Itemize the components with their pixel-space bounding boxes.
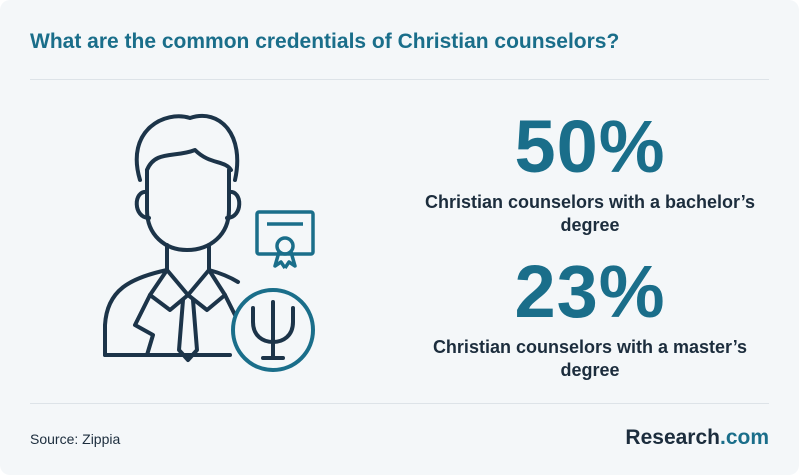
brand-suffix: .com [719,426,769,449]
divider [30,403,769,404]
brand-name: Research [625,426,720,449]
stat-block: 50% Christian counselors with a bachelor… [420,107,760,237]
stat-description: Christian counselors with a bachelor’s d… [424,192,756,235]
counselor-icon [103,114,315,372]
divider [30,79,769,80]
stat-block: 23% Christian counselors with a master’s… [420,252,760,382]
source: Source: Zippia [30,431,121,447]
stat-description: Christian counselors with a master’s deg… [432,337,748,380]
title: What are the common credentials of Chris… [30,30,620,53]
brand-logo: Research.com [625,426,769,450]
stat-figure: 50% [514,105,666,188]
stat-figure: 23% [514,250,666,333]
